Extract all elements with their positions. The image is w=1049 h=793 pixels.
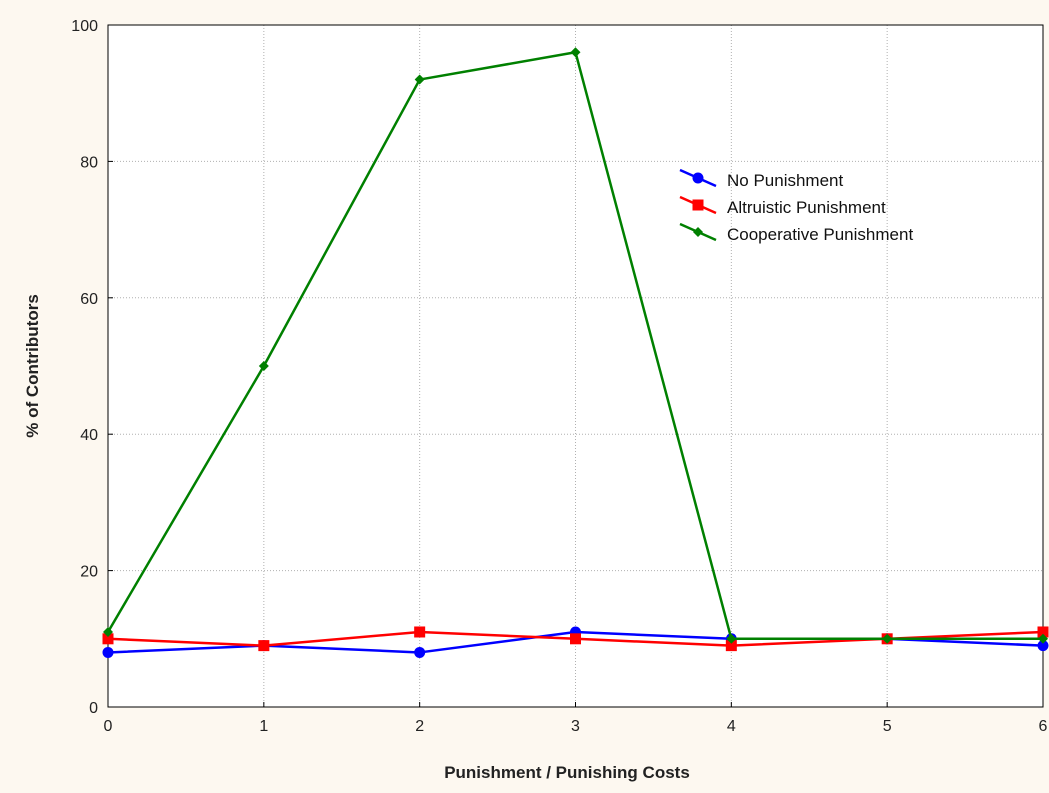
legend-swatch-marker [693,227,703,237]
data-point [726,633,737,644]
data-point [102,633,114,645]
legend-label: No Punishment [727,171,844,190]
y-axis-label: % of Contributors [23,294,42,438]
data-point [1037,640,1049,652]
x-tick-label: 3 [571,718,580,735]
legend-item: No Punishment [679,168,844,190]
x-tick-label: 5 [883,718,892,735]
legend-label: Altruistic Punishment [727,198,886,217]
data-point [1038,633,1048,644]
y-tick-label: 100 [71,18,98,35]
data-point [725,640,737,652]
legend-label: Cooperative Punishment [727,225,913,244]
legend-swatch-marker [692,199,704,211]
legend: No Punishment Altruistic Punishment Cooper… [679,168,913,244]
data-point [414,626,426,638]
data-point [414,646,426,658]
data-point [258,640,270,652]
x-tick-label: 0 [104,718,113,735]
series-layer [102,47,1049,658]
data-point [414,74,425,85]
plot-frame [107,24,1044,708]
y-tick-label: 20 [80,564,98,581]
x-tick-label: 2 [415,718,424,735]
data-point [1037,626,1049,638]
x-tick-label: 6 [1039,718,1048,735]
data-point [570,47,581,58]
y-tick-label: 0 [89,700,98,717]
data-point [102,646,114,658]
legend-item: Cooperative Punishment [679,222,913,244]
y-tick-label: 40 [80,427,98,444]
legend-item: Altruistic Punishment [679,195,886,217]
data-point [103,626,113,637]
legend-swatch-marker [692,172,704,184]
y-tick-label: 60 [80,291,98,308]
data-point [882,633,893,644]
x-tick-label: 4 [727,718,736,735]
series-cooperative-punishment [103,47,1048,644]
x-axis-label: Punishment / Punishing Costs [444,763,690,782]
data-point [258,361,269,371]
data-point [570,633,581,645]
y-tick-label: 80 [80,154,98,171]
x-tick-label: 1 [259,718,268,735]
